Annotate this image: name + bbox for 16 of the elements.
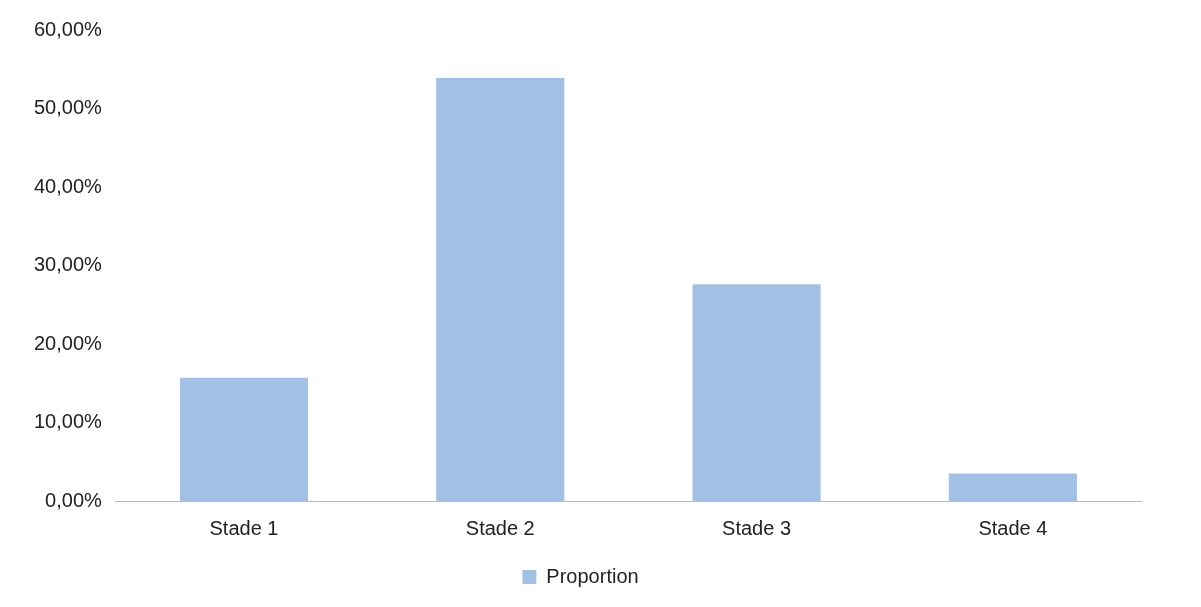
x-tick-label: Stade 3 xyxy=(722,516,792,539)
y-tick-label: 0,00% xyxy=(45,488,103,511)
x-tick-label: Stade 4 xyxy=(978,516,1048,539)
y-tick-label: 40,00% xyxy=(33,174,103,197)
y-tick-label: 60,00% xyxy=(33,17,103,40)
y-tick-label: 30,00% xyxy=(33,253,103,276)
bar xyxy=(692,284,821,501)
y-tick-label: 10,00% xyxy=(33,410,103,433)
bar xyxy=(948,473,1077,501)
legend-label: Proportion xyxy=(546,564,639,587)
x-tick-label: Stade 2 xyxy=(465,516,535,539)
x-tick-label: Stade 1 xyxy=(209,516,279,539)
bar xyxy=(179,377,309,501)
bar xyxy=(436,77,565,501)
y-tick-label: 20,00% xyxy=(33,331,103,354)
y-tick-label: 50,00% xyxy=(33,96,103,119)
